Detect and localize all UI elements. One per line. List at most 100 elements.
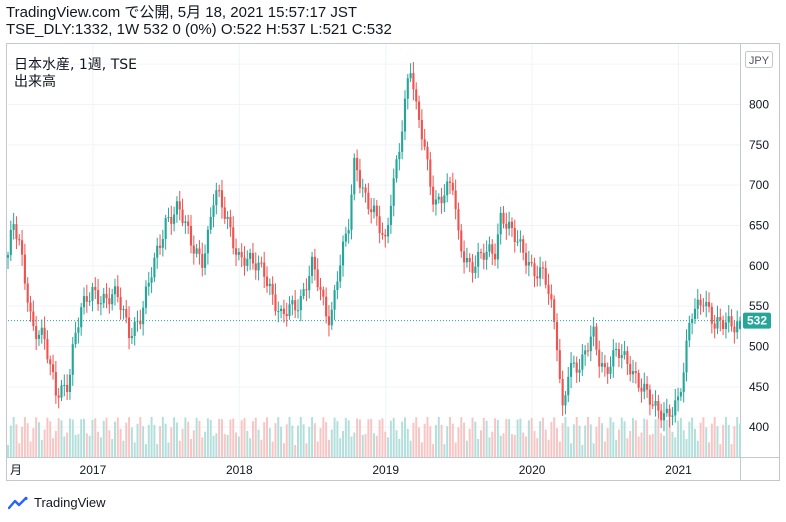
candle-body [226, 216, 229, 219]
volume-bar [94, 418, 97, 457]
volume-bar [395, 430, 398, 457]
x-tick-label: 2018 [226, 463, 253, 477]
candle [384, 229, 387, 248]
volume-bar [508, 419, 511, 457]
candle-body [243, 257, 246, 266]
candle-body [237, 252, 240, 255]
candle-body [640, 387, 643, 392]
candle [522, 235, 525, 261]
volume-bar [305, 443, 308, 457]
x-tick-label: 月 [10, 463, 22, 477]
volume-bar [294, 444, 297, 457]
candle-body [668, 408, 671, 417]
candle-body [567, 376, 570, 396]
volume-bar [184, 417, 187, 457]
volume-bar [710, 423, 713, 457]
volume-bar [716, 426, 719, 457]
candle [347, 218, 350, 244]
candle-body [713, 323, 716, 329]
y-tick-label: 400 [749, 420, 769, 434]
volume-bar [415, 417, 418, 457]
currency-badge: JPY [745, 51, 773, 68]
candle-body [189, 225, 193, 246]
tradingview-logo-icon [8, 496, 28, 509]
candle [150, 267, 153, 294]
volume-bar [37, 422, 40, 457]
candle-body [60, 385, 63, 398]
candle-body [454, 190, 457, 210]
candle [696, 289, 699, 319]
candle [626, 346, 629, 376]
volume-bar [277, 417, 280, 457]
candle [505, 212, 508, 240]
price-badge-label: 532 [747, 314, 767, 328]
volume-bar [333, 417, 336, 457]
volume-bar [434, 424, 437, 457]
candle [333, 284, 336, 321]
candle-body [457, 209, 460, 231]
candle [634, 361, 637, 384]
x-tick-label: 2021 [665, 463, 692, 477]
volume-bar [299, 417, 302, 457]
volume-bar [218, 418, 221, 457]
volume-bar [63, 436, 66, 457]
volume-bar [136, 423, 139, 457]
candle-body [344, 233, 347, 242]
y-tick-label: 800 [749, 97, 769, 111]
volume-bar [519, 418, 522, 457]
volume-bar [12, 417, 15, 457]
candle [629, 355, 632, 382]
candle-body [105, 293, 108, 299]
candle-body [46, 339, 49, 360]
volume-bar [339, 438, 342, 457]
volume-bar [181, 428, 184, 457]
footer-logo[interactable]: TradingView [8, 495, 106, 510]
volume-bar [722, 424, 725, 457]
candle-body [201, 253, 204, 268]
volume-bar [313, 423, 316, 457]
candle [139, 309, 142, 330]
candle [482, 243, 485, 270]
candle [606, 362, 609, 384]
candle-body [153, 257, 156, 278]
candle-body [451, 182, 454, 191]
candle-body [158, 245, 162, 248]
candle [161, 229, 164, 257]
volume-bar [384, 431, 387, 457]
candle [274, 283, 277, 316]
volume-bar [626, 438, 629, 457]
candle [257, 255, 260, 281]
candle-body [446, 181, 449, 196]
volume-bar [74, 434, 77, 457]
volume-bar [643, 418, 646, 457]
candle [249, 248, 252, 271]
candle [367, 183, 370, 215]
candle [26, 277, 29, 312]
volume-bar [570, 443, 573, 457]
candle-body [417, 101, 421, 120]
candle-body [522, 239, 525, 253]
candle [167, 207, 170, 222]
candle-body [513, 228, 516, 242]
candle [74, 321, 77, 348]
candle-body [674, 400, 677, 416]
volume-bar [423, 423, 426, 457]
volume-bar [150, 417, 153, 457]
candle [254, 252, 257, 280]
candle [336, 271, 339, 300]
candle [541, 261, 544, 280]
volume-bar [660, 433, 663, 457]
candle-body [536, 276, 539, 279]
ohlc-summary: TSE_DLY:1332, 1W 532 0 (0%) O:522 H:537 … [6, 21, 392, 38]
candle [80, 303, 83, 336]
candle [122, 305, 125, 320]
candle [586, 342, 590, 357]
volume-bar [536, 438, 539, 457]
candle-body [530, 262, 533, 264]
volume-bar [499, 435, 502, 457]
volume-bar [133, 442, 136, 457]
volume-bar [99, 437, 102, 457]
candle [485, 240, 488, 270]
volume-bar [40, 439, 43, 457]
